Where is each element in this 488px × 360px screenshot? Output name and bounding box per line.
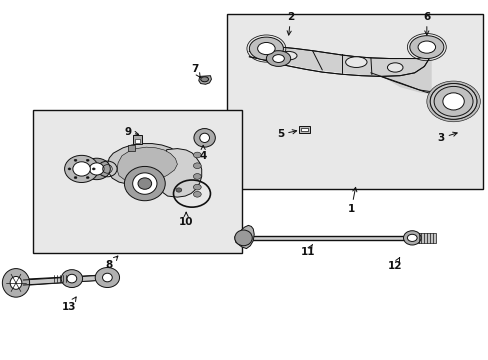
Ellipse shape xyxy=(176,188,182,192)
Ellipse shape xyxy=(193,152,201,158)
Bar xyxy=(132,135,142,144)
Text: 9: 9 xyxy=(124,127,139,137)
Ellipse shape xyxy=(68,168,71,170)
Text: 11: 11 xyxy=(300,244,314,257)
Ellipse shape xyxy=(124,166,165,201)
Ellipse shape xyxy=(403,231,420,245)
Polygon shape xyxy=(23,275,106,285)
Ellipse shape xyxy=(433,86,472,116)
Text: 8: 8 xyxy=(105,256,118,270)
Ellipse shape xyxy=(426,81,479,122)
Text: 12: 12 xyxy=(387,258,402,271)
Polygon shape xyxy=(162,149,201,197)
Polygon shape xyxy=(254,48,431,94)
Ellipse shape xyxy=(201,77,208,82)
Ellipse shape xyxy=(95,267,119,288)
Ellipse shape xyxy=(132,173,157,194)
Ellipse shape xyxy=(89,163,104,175)
Ellipse shape xyxy=(386,63,402,72)
Ellipse shape xyxy=(193,163,201,168)
Bar xyxy=(299,126,309,133)
Ellipse shape xyxy=(345,57,366,67)
Ellipse shape xyxy=(64,156,99,183)
Ellipse shape xyxy=(200,133,209,143)
Ellipse shape xyxy=(193,184,201,190)
Ellipse shape xyxy=(193,192,201,197)
Ellipse shape xyxy=(257,42,275,55)
Ellipse shape xyxy=(86,176,89,179)
Ellipse shape xyxy=(138,178,151,189)
Text: 3: 3 xyxy=(437,132,456,143)
Ellipse shape xyxy=(442,93,463,110)
Ellipse shape xyxy=(417,41,435,53)
Ellipse shape xyxy=(73,162,90,176)
Text: 1: 1 xyxy=(347,187,356,213)
Ellipse shape xyxy=(429,84,476,119)
Bar xyxy=(234,236,415,240)
Ellipse shape xyxy=(2,269,30,297)
Ellipse shape xyxy=(272,55,284,63)
Bar xyxy=(127,145,134,151)
Text: 10: 10 xyxy=(179,212,193,227)
Ellipse shape xyxy=(266,51,290,66)
Polygon shape xyxy=(80,163,99,175)
Ellipse shape xyxy=(102,273,112,282)
Ellipse shape xyxy=(61,270,82,288)
Ellipse shape xyxy=(74,176,77,179)
Ellipse shape xyxy=(234,230,252,246)
Ellipse shape xyxy=(193,174,201,179)
Ellipse shape xyxy=(10,276,22,289)
Bar xyxy=(227,14,482,189)
Ellipse shape xyxy=(443,94,462,109)
Polygon shape xyxy=(234,225,254,249)
Ellipse shape xyxy=(249,37,283,60)
Bar xyxy=(301,128,307,131)
Bar xyxy=(134,139,140,143)
Text: 2: 2 xyxy=(286,13,294,35)
Polygon shape xyxy=(199,76,211,84)
Ellipse shape xyxy=(194,129,215,147)
Text: 5: 5 xyxy=(277,129,296,139)
Text: 6: 6 xyxy=(422,13,429,35)
Text: 7: 7 xyxy=(191,64,200,77)
Ellipse shape xyxy=(92,168,95,170)
Ellipse shape xyxy=(407,234,416,242)
Bar xyxy=(33,111,242,253)
Polygon shape xyxy=(117,147,177,183)
Polygon shape xyxy=(107,144,181,185)
Ellipse shape xyxy=(83,158,110,180)
Ellipse shape xyxy=(86,159,89,161)
Bar xyxy=(417,233,435,243)
Ellipse shape xyxy=(67,274,77,283)
Ellipse shape xyxy=(279,51,296,60)
Text: 4: 4 xyxy=(199,145,206,161)
Ellipse shape xyxy=(409,36,443,59)
Text: 13: 13 xyxy=(62,297,77,312)
Ellipse shape xyxy=(74,159,77,161)
